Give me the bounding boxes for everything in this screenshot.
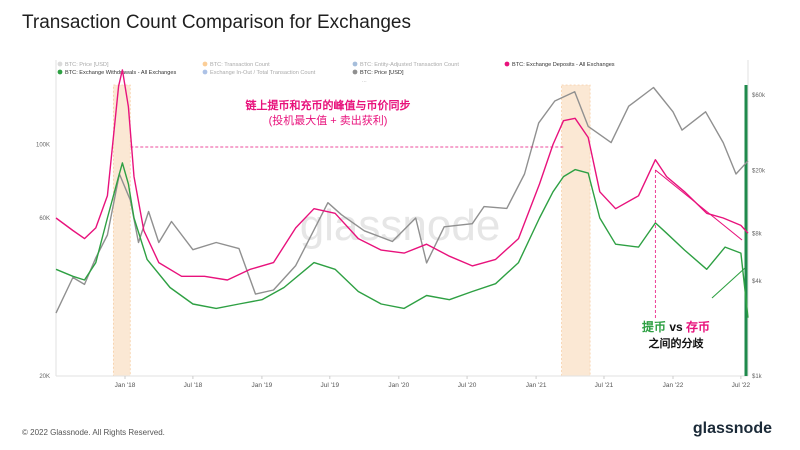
series-line-exchange-withdrawals — [55, 162, 749, 318]
annotation-divergence: 提币 vs 存币 — [642, 319, 710, 334]
page-title: Transaction Count Comparison for Exchang… — [22, 12, 411, 33]
y-right-tick-60k: $60k — [752, 93, 766, 99]
legend: BTC: Price [USD] BTC: Transaction Count BT… — [57, 61, 615, 84]
series-line-exchange-deposits — [55, 69, 749, 281]
deposits-trend-line — [655, 169, 743, 241]
y-right-tick-8k: $8k — [752, 231, 763, 237]
x-tick-jan-19: Jan '19 — [252, 382, 273, 389]
copyright: © 2022 Glassnode. All Rights Reserved. — [22, 428, 165, 437]
y-axis-right: $1k $4k $8k $20k $60k — [752, 93, 766, 380]
legend-label[interactable]: BTC: Exchange Withdrawals - All Exchange… — [65, 70, 177, 76]
legend-swatch — [352, 69, 358, 75]
x-tick-jan-18: Jan '18 — [115, 382, 136, 389]
legend-label[interactable]: BTC: Price [USD] — [65, 62, 109, 68]
brand-logo: glassnode — [692, 420, 772, 437]
x-axis-ticks: Jan '18 Jul '18 Jan '19 Jul '19 Jan '20 Jul '… — [115, 376, 751, 389]
y-right-tick-1k: $1k — [752, 374, 763, 380]
legend-label[interactable]: BTC: Entity-Adjusted Transaction Count — [360, 62, 459, 68]
annotation-speculation: (投机最大值 + 卖出获利) — [269, 113, 388, 127]
x-tick-jul-19: Jul '19 — [321, 382, 340, 389]
y-right-tick-4k: $4k — [752, 279, 763, 285]
legend-label[interactable]: Exchange In-Out / Total Transaction Coun… — [210, 70, 316, 76]
x-tick-jan-21: Jan '21 — [526, 382, 547, 389]
annotations: 链上提币和充币的峰值与币价同步(投机最大值 + 卖出获利) 提币 vs 存币之间的… — [130, 98, 746, 350]
highlight-band — [112, 84, 131, 377]
y-right-tick-20k: $20k — [752, 168, 766, 174]
legend-swatch — [202, 61, 208, 67]
series-lines — [55, 69, 749, 318]
x-tick-jul-21: Jul '21 — [595, 382, 614, 389]
withdrawals-trend-line — [711, 267, 746, 299]
x-tick-jul-20: Jul '20 — [458, 382, 477, 389]
legend-swatch — [202, 69, 208, 75]
x-tick-jul-18: Jul '18 — [184, 382, 203, 389]
legend-label[interactable]: BTC: Price [USD] — [360, 70, 404, 76]
x-tick-jul-22: Jul '22 — [732, 382, 751, 389]
x-tick-jan-20: Jan '20 — [388, 382, 409, 389]
legend-swatch — [57, 61, 63, 67]
legend-more[interactable]: ... — [362, 78, 367, 84]
x-tick-jan-22: Jan '22 — [663, 382, 684, 389]
highlight-band — [561, 84, 591, 377]
y-left-tick-100k: 100K — [36, 143, 50, 149]
y-left-tick-20k: 20K — [39, 374, 50, 380]
legend-label[interactable]: BTC: Transaction Count — [210, 62, 270, 68]
y-left-tick-60k: 60K — [39, 216, 50, 222]
series-line-btc-price — [55, 86, 749, 314]
legend-label[interactable]: BTC: Exchange Deposits - All Exchanges — [512, 62, 615, 68]
legend-swatch — [504, 61, 510, 67]
annotation-divergence-line2: 之间的分歧 — [649, 336, 705, 350]
legend-swatch — [352, 61, 358, 67]
y-axis-left: 20K 60K 100K — [36, 143, 50, 380]
annotation-peak-sync: 链上提币和充币的峰值与币价同步 — [246, 98, 411, 112]
legend-swatch — [57, 69, 63, 75]
watermark: glassnode — [300, 201, 501, 250]
